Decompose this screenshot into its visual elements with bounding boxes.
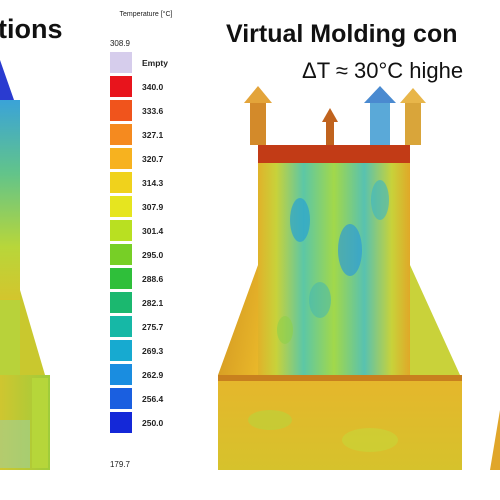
legend-bin-label: 333.6 (142, 106, 164, 116)
legend-bin-label: 295.0 (142, 250, 164, 260)
right-panel-subtitle: ΔT ≈ 30°C highe (302, 58, 464, 83)
legend-bin-label: 269.3 (142, 346, 164, 356)
legend-swatch (110, 196, 132, 217)
legend-swatch (110, 292, 132, 313)
legend-bin-label: 262.9 (142, 370, 164, 380)
legend-bin-label: 275.7 (142, 322, 164, 332)
legend-swatch (110, 172, 132, 193)
legend-bin-label: 301.4 (142, 226, 164, 236)
legend-swatch (110, 364, 132, 385)
legend-swatch (110, 340, 132, 361)
legend-empty-label: Empty (142, 58, 168, 68)
legend-bin-label: 288.6 (142, 274, 164, 284)
legend-swatch (110, 316, 132, 337)
left-panel-title: tions (0, 14, 63, 44)
legend-bin-label: 320.7 (142, 154, 164, 164)
legend-bin-label: 256.4 (142, 394, 164, 404)
legend-swatch (110, 388, 132, 409)
left-model-render (0, 60, 50, 470)
legend-swatch (110, 244, 132, 265)
legend-bin-label: 314.3 (142, 178, 164, 188)
legend-min-value: 179.7 (109, 460, 131, 469)
right-model-render (218, 86, 500, 470)
legend-bin-label: 282.1 (142, 298, 164, 308)
legend-max-value: 308.9 (109, 39, 131, 48)
legend-bin-label: 327.1 (142, 130, 164, 140)
legend-swatch (110, 148, 132, 169)
legend-title: Temperature [°C] (119, 11, 173, 18)
legend-empty-swatch (110, 52, 132, 73)
legend-bin-label: 250.0 (142, 418, 164, 428)
legend-swatch (110, 268, 132, 289)
legend-bin-label: 307.9 (142, 202, 164, 212)
legend-bin-label: 340.0 (142, 82, 164, 92)
legend-swatch (110, 100, 132, 121)
legend-swatch (110, 76, 132, 97)
legend-swatch (110, 412, 132, 433)
legend-swatch (110, 220, 132, 241)
legend-swatch (110, 124, 132, 145)
right-panel-title: Virtual Molding con (226, 20, 458, 48)
